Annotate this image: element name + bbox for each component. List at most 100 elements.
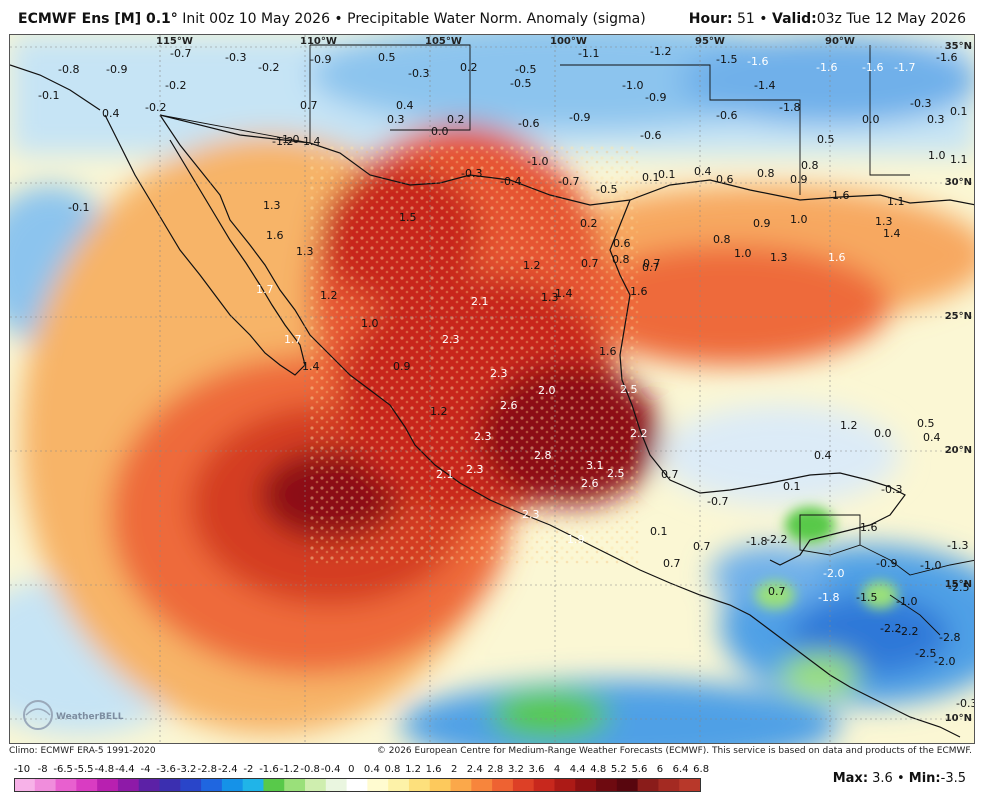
anomaly-value: 0.1 xyxy=(950,105,968,118)
colorbar-swatch xyxy=(679,778,701,792)
colorbar-swatch xyxy=(117,778,140,792)
max-min-readout: Max: 3.6 • Min:-3.5 xyxy=(833,771,966,786)
colorbar-swatch xyxy=(305,778,327,792)
lon-label: 90°W xyxy=(825,36,855,47)
anomaly-value: -1.8 xyxy=(746,535,767,548)
colorbar-tick: 2.8 xyxy=(487,764,504,775)
colorbar-swatch xyxy=(637,778,659,792)
anomaly-value: 1.4 xyxy=(555,287,573,300)
min-value: -3.5 xyxy=(940,771,966,786)
map-title: ECMWF Ens [M] 0.1° Init 00z 10 May 2026 … xyxy=(18,11,646,27)
colorbar-swatch xyxy=(180,778,202,792)
anomaly-value: 1.6 xyxy=(599,345,617,358)
anomaly-value: 1.4 xyxy=(302,360,320,373)
anomaly-value: 0.1 xyxy=(650,525,668,538)
colorbar-tick: -4.8 xyxy=(94,764,115,775)
colorbar-swatch xyxy=(325,778,348,792)
anomaly-value: 1.6 xyxy=(266,229,284,242)
lat-label: 10°N xyxy=(945,713,972,724)
colorbar-swatch xyxy=(14,778,36,792)
valid-label: Valid: xyxy=(772,11,817,27)
anomaly-value: 0.6 xyxy=(613,237,631,250)
anomaly-value: -0.7 xyxy=(558,175,579,188)
colorbar-tick: -0.8 xyxy=(300,764,320,775)
colorbar-tick: -0.4 xyxy=(320,764,341,775)
anomaly-value: -0.5 xyxy=(510,77,531,90)
anomaly-map: 115°W 110°W 105°W 100°W 95°W 90°W 35°N 30°N 25°N… xyxy=(9,34,975,744)
colorbar-tick: -1.2 xyxy=(279,764,300,775)
anomaly-value: 1.0 xyxy=(361,317,379,330)
anomaly-value: -0.9 xyxy=(569,111,590,124)
colorbar-tick: 6 xyxy=(656,764,664,775)
colorbar-swatch xyxy=(159,778,181,792)
anomaly-value: 2.5 xyxy=(607,467,625,480)
anomaly-value: -0.2 xyxy=(145,101,166,114)
anomaly-value: -1.8 xyxy=(779,101,800,114)
anomaly-value: 0.4 xyxy=(814,449,832,462)
anomaly-value: -1.6 xyxy=(936,51,957,64)
valid-value: 03z Tue 12 May 2026 xyxy=(816,11,966,27)
map-canvas: 115°W 110°W 105°W 100°W 95°W 90°W 35°N 30°N 25°N… xyxy=(10,35,975,743)
anomaly-value: 0.8 xyxy=(713,233,731,246)
anomaly-value: -1.4 xyxy=(754,79,775,92)
weatherbell-logo: WeatherBELL xyxy=(23,700,124,730)
anomaly-value: -1.6 xyxy=(856,521,877,534)
anomaly-value: 1.2 xyxy=(430,405,448,418)
anomaly-value: -0.9 xyxy=(106,63,127,76)
anomaly-value: 0.7 xyxy=(768,585,786,598)
colorbar-tick: 2.4 xyxy=(466,764,483,775)
anomaly-value: -0.3 xyxy=(408,67,429,80)
anomaly-value: -2.2 xyxy=(766,533,787,546)
anomaly-value: 1.7 xyxy=(256,283,274,296)
anomaly-value: 1.0 xyxy=(790,213,808,226)
hour-label: Hour: xyxy=(688,11,733,27)
lon-label: 95°W xyxy=(695,36,725,47)
logo-text: WeatherBELL xyxy=(56,712,124,722)
colorbar-tick: 1.6 xyxy=(425,764,442,775)
anomaly-value: 1.6 xyxy=(832,189,850,202)
colorbar-swatch xyxy=(429,778,452,792)
anomaly-value: 2.8 xyxy=(534,449,552,462)
colorbar-swatch xyxy=(450,778,472,792)
borders xyxy=(159,44,974,636)
anomaly-value: -0.1 xyxy=(38,89,59,102)
anomaly-value: -1.7 xyxy=(894,61,915,74)
lon-label: 110°W xyxy=(300,36,337,47)
colorbar-swatch xyxy=(658,778,680,792)
colorbar-swatch xyxy=(284,778,306,792)
hour-value: 51 xyxy=(732,11,755,27)
anomaly-value: -0.3 xyxy=(956,697,975,710)
lon-label: 105°W xyxy=(425,36,462,47)
anomaly-value: -0.9 xyxy=(645,91,666,104)
field-name: Precipitable Water Norm. Anomaly (sigma) xyxy=(347,11,646,27)
anomaly-value: -1.5 xyxy=(716,53,737,66)
coastlines xyxy=(10,64,974,738)
valid-separator: • xyxy=(754,11,772,27)
anomaly-value: 1.3 xyxy=(875,215,893,228)
anomaly-value: 1.2 xyxy=(523,259,541,272)
maxmin-separator: • xyxy=(892,771,909,786)
anomaly-value: 0.9 xyxy=(393,360,411,373)
anomaly-value: 2.3 xyxy=(490,367,508,380)
anomaly-value: 1.2 xyxy=(320,289,338,302)
anomaly-value: -1.0 xyxy=(920,559,941,572)
colorbar-tick: -10 xyxy=(13,764,31,775)
colorbar-swatch xyxy=(533,778,555,792)
colorbar xyxy=(14,778,701,792)
anomaly-value: -0.7 xyxy=(707,495,728,508)
colorbar-outline xyxy=(14,778,701,792)
anomaly-value: 0.8 xyxy=(801,159,819,172)
colorbar-tick: 0.4 xyxy=(363,764,380,775)
anomaly-value: 2.3 xyxy=(522,508,540,521)
anomaly-value: 0.9 xyxy=(790,173,808,186)
lon-label: 115°W xyxy=(156,36,193,47)
anomaly-value: 0.7 xyxy=(581,257,599,270)
anomaly-value: -1.6 xyxy=(747,55,768,68)
title-separator: • xyxy=(329,11,348,27)
colorbar-swatch xyxy=(263,778,285,792)
colorbar-swatch xyxy=(76,778,98,792)
anomaly-value: 0.0 xyxy=(862,113,880,126)
anomaly-value: -1.6 xyxy=(862,61,883,74)
anomaly-value: 0.1 xyxy=(783,480,801,493)
anomaly-value: 0.8 xyxy=(757,167,775,180)
